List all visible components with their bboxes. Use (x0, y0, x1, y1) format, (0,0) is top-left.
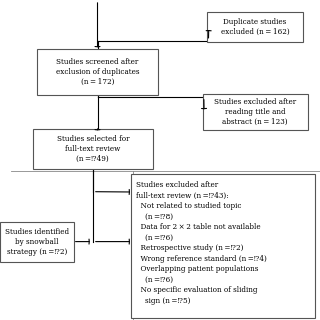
Text: (n =⁉8): (n =⁉8) (136, 212, 173, 220)
Text: sign (n =⁉5): sign (n =⁉5) (136, 297, 191, 305)
Text: full-text review (n =⁉43):: full-text review (n =⁉43): (136, 191, 229, 199)
FancyBboxPatch shape (207, 12, 303, 43)
Text: Studies screened after
exclusion of duplicates
(n = 172): Studies screened after exclusion of dupl… (56, 58, 139, 86)
Text: Studies identified
by snowball
strategy (n =⁉2): Studies identified by snowball strategy … (5, 228, 69, 256)
Text: Studies excluded after
reading title and
abstract (n = 123): Studies excluded after reading title and… (214, 98, 296, 126)
Text: Retrospective study (n =⁉2): Retrospective study (n =⁉2) (136, 244, 244, 252)
Text: Overlapping patient populations: Overlapping patient populations (136, 265, 259, 273)
Text: Studies selected for
full-text review
(n =⁉49): Studies selected for full-text review (n… (57, 135, 129, 163)
Text: Data for 2 × 2 table not available: Data for 2 × 2 table not available (136, 223, 261, 231)
FancyBboxPatch shape (33, 129, 153, 169)
FancyBboxPatch shape (37, 49, 158, 95)
Text: Wrong reference standard (n =⁉4): Wrong reference standard (n =⁉4) (136, 255, 267, 263)
Text: (n =⁉6): (n =⁉6) (136, 276, 173, 284)
Text: Studies excluded after: Studies excluded after (136, 181, 218, 189)
FancyBboxPatch shape (132, 174, 316, 318)
Text: No specific evaluation of sliding: No specific evaluation of sliding (136, 286, 258, 294)
Text: (n =⁉6): (n =⁉6) (136, 234, 173, 242)
Text: Duplicate studies
excluded (n = 162): Duplicate studies excluded (n = 162) (221, 18, 290, 36)
FancyBboxPatch shape (203, 94, 308, 130)
FancyBboxPatch shape (0, 222, 74, 262)
Text: Not related to studied topic: Not related to studied topic (136, 202, 242, 210)
